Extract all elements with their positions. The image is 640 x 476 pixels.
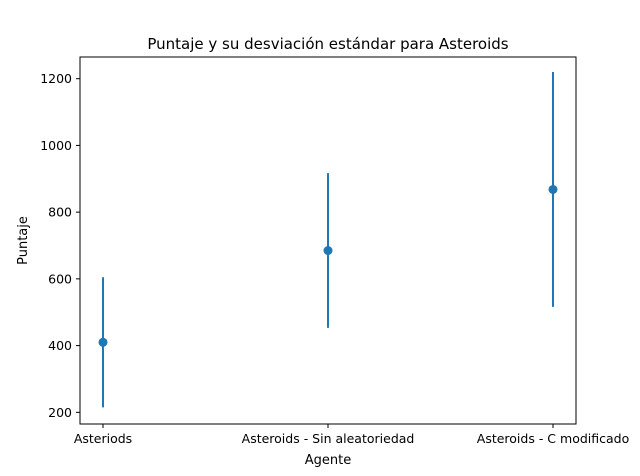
data-point (323, 246, 333, 256)
data-point (98, 337, 108, 347)
y-tick-label: 200 (48, 405, 72, 420)
x-tick-label: Asteroids - C modificado (477, 431, 629, 446)
data-point (548, 184, 558, 194)
y-tick-label: 600 (48, 271, 72, 286)
x-tick-label: Asteriods (74, 431, 132, 446)
data-series (98, 72, 558, 408)
y-tick-label: 800 (48, 205, 72, 220)
y-tick-label: 1000 (40, 138, 72, 153)
y-axis: 200 400 600 800 1000 1200 (40, 71, 80, 420)
x-axis: Asteriods Asteroids - Sin aleatoriedad Ast… (74, 424, 629, 446)
x-tick-label: Asteroids - Sin aleatoriedad (242, 431, 415, 446)
x-axis-label: Agente (305, 453, 351, 468)
chart-title: Puntaje y su desviación estándar para As… (147, 35, 508, 53)
y-tick-label: 400 (48, 338, 72, 353)
y-axis-label: Puntaje (16, 216, 31, 265)
y-tick-label: 1200 (40, 71, 72, 86)
